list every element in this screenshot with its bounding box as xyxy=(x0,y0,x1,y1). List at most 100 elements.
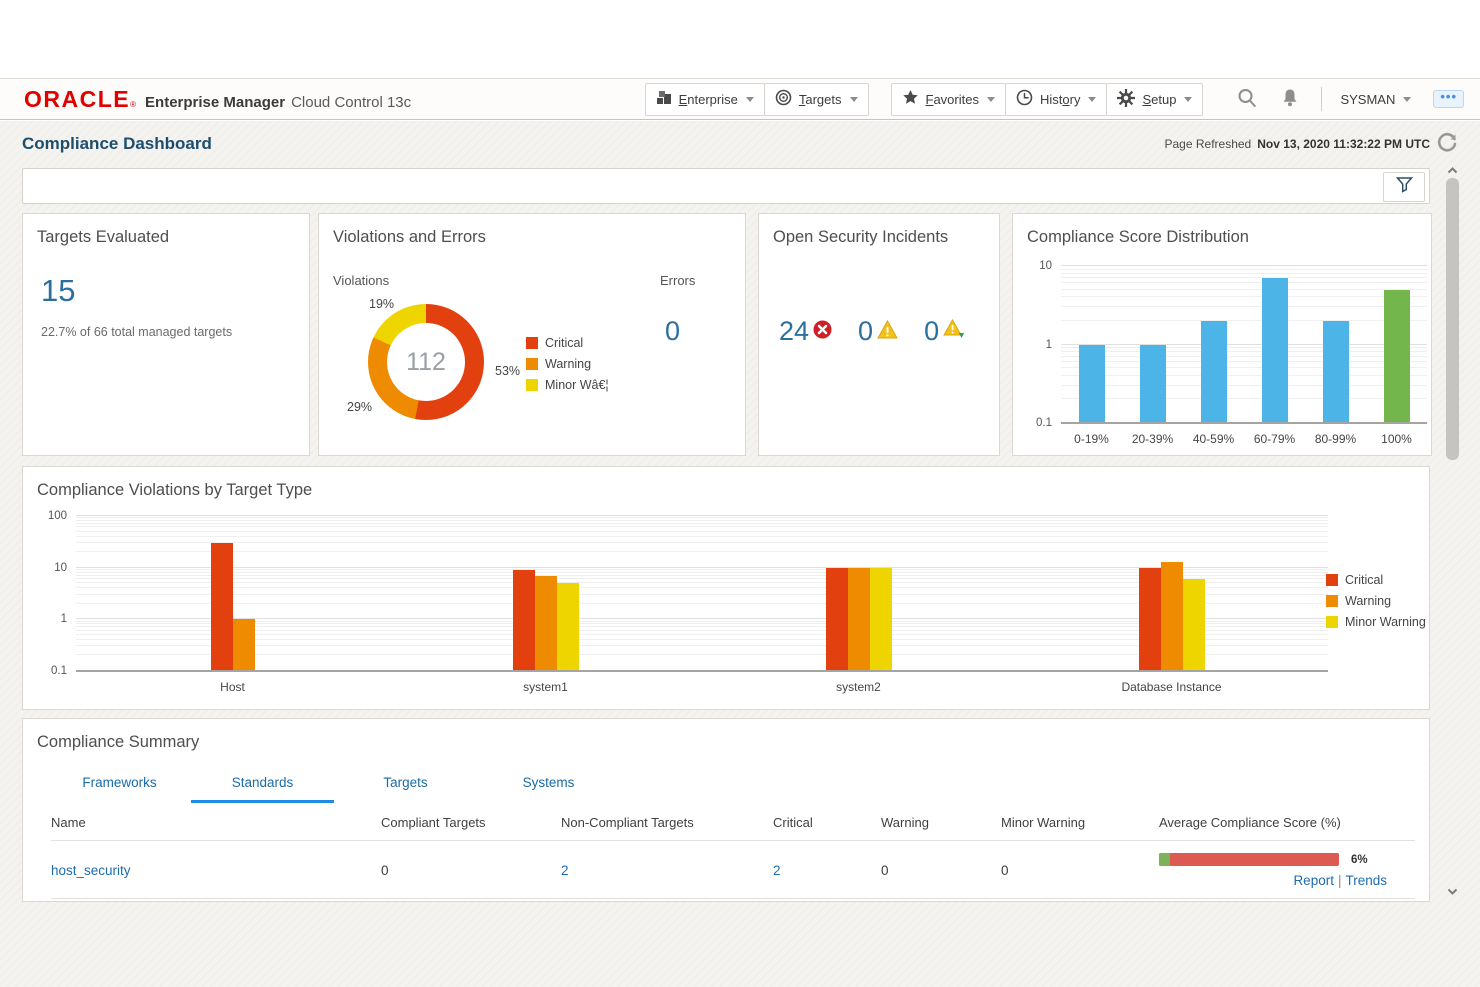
score-distribution-chart: 10 1 0.1 0-19% 20-39% 40-59% 60-79% 80-99% 100% xyxy=(1036,260,1427,446)
row-links: Report | Trends xyxy=(1293,873,1415,888)
card-title: Violations and Errors xyxy=(333,228,486,246)
user-menu[interactable]: SYSMAN xyxy=(1332,92,1419,107)
tab-frameworks[interactable]: Frameworks xyxy=(82,775,157,790)
warning-swatch xyxy=(1326,595,1338,607)
chevron-down-icon xyxy=(849,96,858,102)
score-cell: 6% Report | Trends xyxy=(1159,853,1415,888)
violations-label: Violations xyxy=(333,273,390,288)
legend-item-warning: Warning xyxy=(1326,594,1426,608)
warning-incidents[interactable]: 0 xyxy=(858,316,898,347)
warning-pct-label: 29% xyxy=(347,400,373,414)
critical-circle-icon xyxy=(813,320,832,344)
trends-link[interactable]: Trends xyxy=(1345,873,1387,888)
chart-legend: Critical Warning Minor Warning xyxy=(1326,573,1426,629)
registered-mark: ® xyxy=(130,99,137,109)
chevron-down-icon xyxy=(1088,96,1097,102)
critical-incidents[interactable]: 24 xyxy=(779,316,832,347)
chevron-down-icon xyxy=(1184,96,1193,102)
report-link[interactable]: Report xyxy=(1293,873,1334,888)
menu-history[interactable]: History xyxy=(1004,82,1108,116)
card-title: Compliance Score Distribution xyxy=(1027,228,1249,246)
targets-evaluated-value: 15 xyxy=(41,273,76,308)
menu-label: History xyxy=(1039,91,1081,107)
menu-enterprise[interactable]: Enterprise xyxy=(644,82,765,116)
col-average-compliance-score: Average Compliance Score (%) xyxy=(1159,815,1341,830)
donut-legend: Critical Warning Minor Wâ€¦ xyxy=(526,336,609,392)
tab-systems[interactable]: Systems xyxy=(522,775,575,790)
refresh-label: Page Refreshed xyxy=(1164,136,1252,151)
critical-pct-label: 53% xyxy=(495,364,521,378)
col-non-compliant-targets: Non-Compliant Targets xyxy=(561,815,694,830)
warning-swatch xyxy=(526,358,538,370)
tab-standards[interactable]: Standards xyxy=(191,766,334,803)
menu-label: Setup xyxy=(1142,91,1177,107)
warning-triangle-icon xyxy=(877,319,898,344)
legend-item-warning: Warning xyxy=(526,357,609,371)
critical-count-link[interactable]: 2 xyxy=(773,863,781,878)
scrollbar-thumb[interactable] xyxy=(1446,178,1459,460)
critical-swatch xyxy=(1326,574,1338,586)
warning-triangle-trend-icon xyxy=(943,318,966,344)
product-edition: Cloud Control 13c xyxy=(291,93,412,111)
score-distribution-card: Compliance Score Distribution 10 1 0.1 0-19… xyxy=(1012,213,1432,456)
col-name: Name xyxy=(51,815,86,830)
menu-label: Favorites xyxy=(925,91,979,107)
col-critical: Critical xyxy=(773,815,813,830)
vertical-scrollbar[interactable] xyxy=(1443,158,1462,904)
non-compliant-targets-link[interactable]: 2 xyxy=(561,863,569,878)
violations-errors-card: Violations and Errors Violations Errors … xyxy=(318,213,746,456)
compliance-score-bar xyxy=(1159,853,1339,866)
col-compliant-targets: Compliant Targets xyxy=(381,815,486,830)
menu-favorites[interactable]: Favorites xyxy=(890,82,1006,116)
bell-icon xyxy=(1280,88,1300,111)
filter-button[interactable] xyxy=(1383,172,1425,202)
card-title: Open Security Incidents xyxy=(773,228,949,246)
score-percent: 6% xyxy=(1351,853,1368,866)
gear-icon xyxy=(1117,88,1136,110)
overflow-menu-button[interactable]: ••• xyxy=(1433,90,1464,108)
minor-pct-label: 19% xyxy=(369,297,395,311)
critical-swatch xyxy=(526,337,538,349)
standard-name-link[interactable]: host_security xyxy=(51,863,131,878)
search-icon xyxy=(1236,87,1258,112)
legend-item-critical: Critical xyxy=(526,336,609,350)
page-title-row: Compliance Dashboard Page Refreshed Nov … xyxy=(22,131,1458,156)
filter-bar xyxy=(22,168,1430,204)
global-header: ORACLE ® Enterprise Manager Cloud Contro… xyxy=(0,78,1480,120)
page-title: Compliance Dashboard xyxy=(22,133,212,153)
violations-total: 112 xyxy=(387,323,465,401)
notifications-button[interactable] xyxy=(1269,88,1311,111)
search-button[interactable] xyxy=(1225,87,1269,112)
product-name: Enterprise Manager xyxy=(145,93,286,111)
refresh-timestamp: Nov 13, 2020 11:32:22 PM UTC xyxy=(1257,136,1430,151)
targets-evaluated-card: Targets Evaluated 15 22.7% of 66 total m… xyxy=(22,213,310,456)
errors-label: Errors xyxy=(660,273,696,288)
chevron-down-icon xyxy=(745,96,754,102)
scroll-down-icon[interactable] xyxy=(1446,885,1459,898)
card-title: Compliance Violations by Target Type xyxy=(37,481,313,499)
incident-counters: 24 0 0 xyxy=(779,316,992,347)
menu-setup[interactable]: Setup xyxy=(1106,82,1204,116)
legend-item-minor-warning: Minor Warning xyxy=(1326,615,1426,629)
minor-warning-count-value: 0 xyxy=(1001,863,1009,878)
compliance-summary-card: Compliance Summary Frameworks Standards … xyxy=(22,718,1430,902)
compliant-targets-value: 0 xyxy=(381,863,389,878)
minor-warning-swatch xyxy=(1326,616,1338,628)
refresh-icon[interactable] xyxy=(1436,131,1458,156)
funnel-icon xyxy=(1395,176,1413,198)
legend-item-critical: Critical xyxy=(1326,573,1426,587)
warning-trend-incidents[interactable]: 0 xyxy=(924,316,966,347)
legend-item-minor-warning: Minor Wâ€¦ xyxy=(526,378,609,392)
violations-by-target-type-chart: 100 10 1 0.1 Host system1 system2 Database Inst… xyxy=(48,510,1328,694)
table-row: host_security 0 2 2 0 0 6% Report | Trends xyxy=(51,841,1415,899)
tab-targets[interactable]: Targets xyxy=(383,775,428,790)
table-header: Name Compliant Targets Non-Compliant Tar… xyxy=(51,803,1415,841)
link-separator: | xyxy=(1337,873,1342,888)
col-warning: Warning xyxy=(881,815,929,830)
scroll-up-icon[interactable] xyxy=(1446,164,1459,177)
clock-icon xyxy=(1016,89,1033,109)
col-minor-warning: Minor Warning xyxy=(1001,815,1086,830)
menu-targets[interactable]: Targets xyxy=(763,82,869,116)
summary-tabs: Frameworks Standards Targets Systems xyxy=(48,766,1429,803)
chevron-down-icon xyxy=(1403,96,1412,102)
